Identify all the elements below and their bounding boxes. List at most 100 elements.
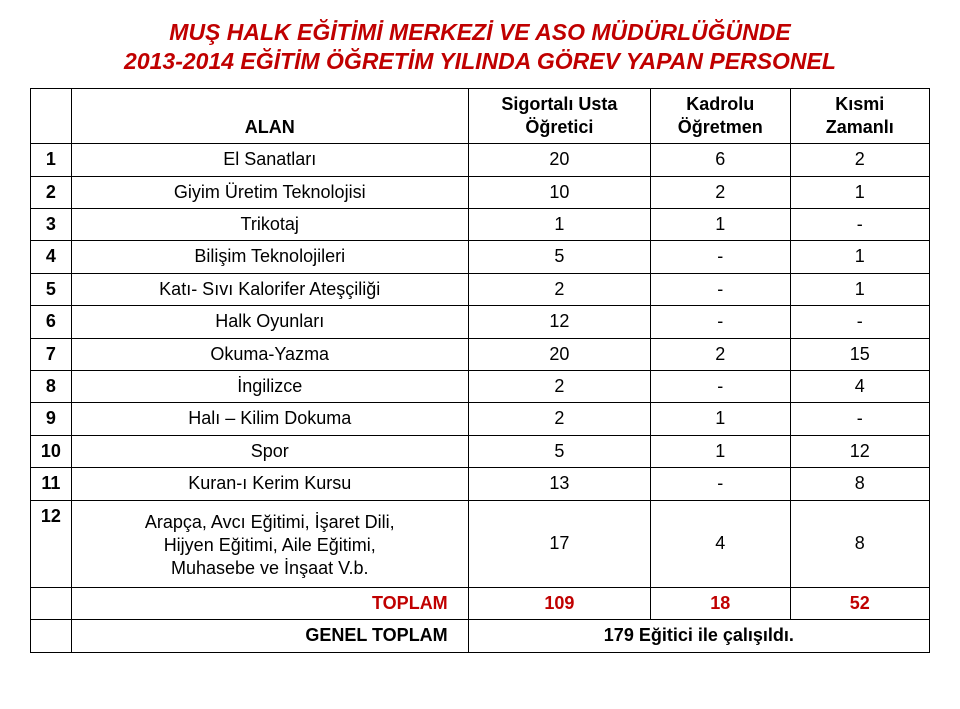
- row12-c3: 8: [790, 500, 930, 587]
- row-c1: 2: [468, 371, 650, 403]
- row-c3: 8: [790, 468, 930, 500]
- title-line-1: MUŞ HALK EĞİTİMİ MERKEZİ VE ASO MÜDÜRLÜĞ…: [169, 19, 790, 45]
- row12-c2: 4: [651, 500, 790, 587]
- row-c1: 20: [468, 144, 650, 176]
- row-alan: Spor: [71, 435, 468, 467]
- toplam-label: TOPLAM: [71, 587, 468, 619]
- row-alan: Halı – Kilim Dokuma: [71, 403, 468, 435]
- row-alan: Halk Oyunları: [71, 306, 468, 338]
- row12-idx: 12: [31, 500, 72, 587]
- table-body: 1El Sanatları20622Giyim Üretim Teknoloji…: [31, 144, 930, 500]
- genel-toplam-row: GENEL TOPLAM 179 Eğitici ile çalışıldı.: [31, 620, 930, 652]
- table-row: 9Halı – Kilim Dokuma21-: [31, 403, 930, 435]
- row12-alan-l1: Arapça, Avcı Eğitimi, İşaret Dili,: [145, 512, 395, 532]
- row-c3: 2: [790, 144, 930, 176]
- header-col1-l1: Sigortalı Usta: [501, 94, 617, 114]
- row-c3: 1: [790, 241, 930, 273]
- row-idx: 5: [31, 273, 72, 305]
- table-row: 2Giyim Üretim Teknolojisi1021: [31, 176, 930, 208]
- table-row: 4Bilişim Teknolojileri5-1: [31, 241, 930, 273]
- row12-c1: 17: [468, 500, 650, 587]
- row-c3: 1: [790, 273, 930, 305]
- table-row: 1El Sanatları2062: [31, 144, 930, 176]
- row-alan: Okuma-Yazma: [71, 338, 468, 370]
- table-row: 11Kuran-ı Kerim Kursu13-8: [31, 468, 930, 500]
- row-c2: 2: [651, 176, 790, 208]
- row12-alan-l3: Muhasebe ve İnşaat V.b.: [171, 558, 368, 578]
- row-c1: 1: [468, 209, 650, 241]
- row-idx: 1: [31, 144, 72, 176]
- row-c2: 2: [651, 338, 790, 370]
- row-c2: -: [651, 273, 790, 305]
- row-idx: 4: [31, 241, 72, 273]
- row-c2: -: [651, 241, 790, 273]
- personnel-table: ALAN Sigortalı Usta Öğretici Kadrolu Öğr…: [30, 88, 930, 653]
- header-col3-l2: Zamanlı: [826, 117, 894, 137]
- toplam-row: TOPLAM 109 18 52: [31, 587, 930, 619]
- title-line-2: 2013-2014 EĞİTİM ÖĞRETİM YILINDA GÖREV Y…: [124, 48, 836, 74]
- table-header-row: ALAN Sigortalı Usta Öğretici Kadrolu Öğr…: [31, 88, 930, 144]
- row-c3: -: [790, 306, 930, 338]
- toplam-c1: 109: [468, 587, 650, 619]
- row-c2: 1: [651, 435, 790, 467]
- toplam-c2: 18: [651, 587, 790, 619]
- row-idx: 6: [31, 306, 72, 338]
- row-alan: Kuran-ı Kerim Kursu: [71, 468, 468, 500]
- header-alan-text: ALAN: [245, 117, 295, 137]
- row-c3: 4: [790, 371, 930, 403]
- header-col2: Kadrolu Öğretmen: [651, 88, 790, 144]
- page-root: MUŞ HALK EĞİTİMİ MERKEZİ VE ASO MÜDÜRLÜĞ…: [0, 0, 960, 709]
- table-row: 7Okuma-Yazma20215: [31, 338, 930, 370]
- row-alan: Bilişim Teknolojileri: [71, 241, 468, 273]
- row-c1: 2: [468, 273, 650, 305]
- row-c1: 20: [468, 338, 650, 370]
- row-c2: 1: [651, 209, 790, 241]
- row-idx: 7: [31, 338, 72, 370]
- row-alan: Giyim Üretim Teknolojisi: [71, 176, 468, 208]
- row-c3: 1: [790, 176, 930, 208]
- row-c3: -: [790, 403, 930, 435]
- page-title: MUŞ HALK EĞİTİMİ MERKEZİ VE ASO MÜDÜRLÜĞ…: [30, 18, 930, 76]
- row-c1: 5: [468, 435, 650, 467]
- genel-blank: [31, 620, 72, 652]
- table-row: 6Halk Oyunları12--: [31, 306, 930, 338]
- header-col1-l2: Öğretici: [525, 117, 593, 137]
- table-row: 8İngilizce2-4: [31, 371, 930, 403]
- header-blank: [31, 88, 72, 144]
- header-col2-l1: Kadrolu: [686, 94, 754, 114]
- header-col3-l1: Kısmi: [835, 94, 884, 114]
- row-alan: Trikotaj: [71, 209, 468, 241]
- genel-value: 179 Eğitici ile çalışıldı.: [468, 620, 929, 652]
- row-idx: 9: [31, 403, 72, 435]
- table-row: 3Trikotaj11-: [31, 209, 930, 241]
- header-alan: ALAN: [71, 88, 468, 144]
- header-col3: Kısmi Zamanlı: [790, 88, 930, 144]
- row-c2: -: [651, 306, 790, 338]
- table-row: 10Spor5112: [31, 435, 930, 467]
- genel-label: GENEL TOPLAM: [71, 620, 468, 652]
- row-alan: İngilizce: [71, 371, 468, 403]
- row-alan: El Sanatları: [71, 144, 468, 176]
- row-c1: 2: [468, 403, 650, 435]
- row-idx: 8: [31, 371, 72, 403]
- row-idx: 2: [31, 176, 72, 208]
- row-c1: 5: [468, 241, 650, 273]
- table-row: 5Katı- Sıvı Kalorifer Ateşçiliği2-1: [31, 273, 930, 305]
- row-alan: Katı- Sıvı Kalorifer Ateşçiliği: [71, 273, 468, 305]
- row-c1: 10: [468, 176, 650, 208]
- header-col2-l2: Öğretmen: [678, 117, 763, 137]
- row-c3: -: [790, 209, 930, 241]
- row12-alan: Arapça, Avcı Eğitimi, İşaret Dili, Hijye…: [71, 500, 468, 587]
- row12-alan-l2: Hijyen Eğitimi, Aile Eğitimi,: [164, 535, 376, 555]
- row-c2: -: [651, 468, 790, 500]
- row-c1: 12: [468, 306, 650, 338]
- row-idx: 11: [31, 468, 72, 500]
- row-idx: 3: [31, 209, 72, 241]
- row-c3: 12: [790, 435, 930, 467]
- row-c2: 1: [651, 403, 790, 435]
- row-c1: 13: [468, 468, 650, 500]
- row-c2: -: [651, 371, 790, 403]
- row-c3: 15: [790, 338, 930, 370]
- toplam-c3: 52: [790, 587, 930, 619]
- header-col1: Sigortalı Usta Öğretici: [468, 88, 650, 144]
